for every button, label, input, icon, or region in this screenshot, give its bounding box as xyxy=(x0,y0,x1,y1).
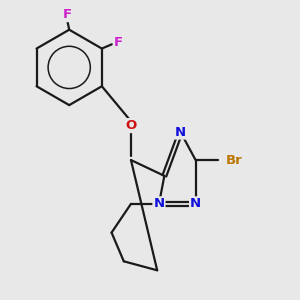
Text: F: F xyxy=(63,8,72,21)
Text: F: F xyxy=(114,36,123,49)
Text: O: O xyxy=(125,119,136,132)
Text: N: N xyxy=(175,125,186,139)
Text: Br: Br xyxy=(225,154,242,166)
Text: N: N xyxy=(153,197,164,210)
Text: N: N xyxy=(190,197,201,210)
